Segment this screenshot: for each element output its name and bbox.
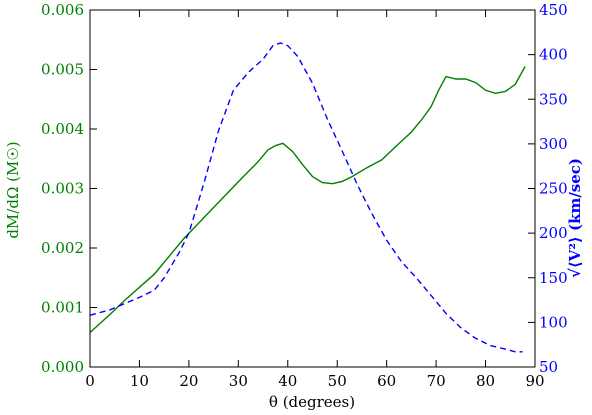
y-axis-right-label: √⟨V²⟩ (km/sec) [566,158,584,278]
plot-frame [89,9,536,368]
y-left-tick-label: 0.001 [41,299,84,317]
y-right-tick-label: 250 [539,180,568,198]
y-left-tick-label: 0.003 [41,180,84,198]
chart-marks [89,42,526,353]
y-left-tick-label: 0.004 [41,120,84,138]
y-left-tick-label: 0.005 [41,61,84,79]
y-left-tick-label: 0.006 [41,1,84,19]
y-right-tick-label: 400 [539,46,568,64]
series-line-velocity [89,42,523,353]
x-tick-label: 20 [179,372,198,390]
y-right-tick-label: 450 [539,1,568,19]
x-tick-label: 40 [278,372,297,390]
chart-ticks: 0 10 20 30 40 50 60 70 80 90 0.000 0.001 0.002 0.003 0… [41,1,568,390]
x-tick-label: 90 [525,372,544,390]
y-right-tick-label: 350 [539,90,568,108]
x-tick-label: 10 [130,372,149,390]
series-line-mass [89,66,526,334]
x-tick-label: 50 [328,372,347,390]
x-tick-label: 0 [85,372,95,390]
y-right-tick-label: 100 [539,313,568,331]
x-tick-label: 30 [229,372,248,390]
y-right-tick-label: 200 [539,224,568,242]
x-tick-label: 60 [377,372,396,390]
y-axis-left-label: dM/dΩ (M☉) [4,141,22,238]
x-tick-label: 70 [427,372,446,390]
y-right-tick-label: 50 [539,358,558,376]
y-right-tick-label: 150 [539,269,568,287]
x-tick-label: 80 [476,372,495,390]
y-left-tick-label: 0.000 [41,358,84,376]
y-left-tick-label: 0.002 [41,239,84,257]
x-axis-label: θ (degrees) [269,393,355,411]
y-right-tick-label: 300 [539,135,568,153]
